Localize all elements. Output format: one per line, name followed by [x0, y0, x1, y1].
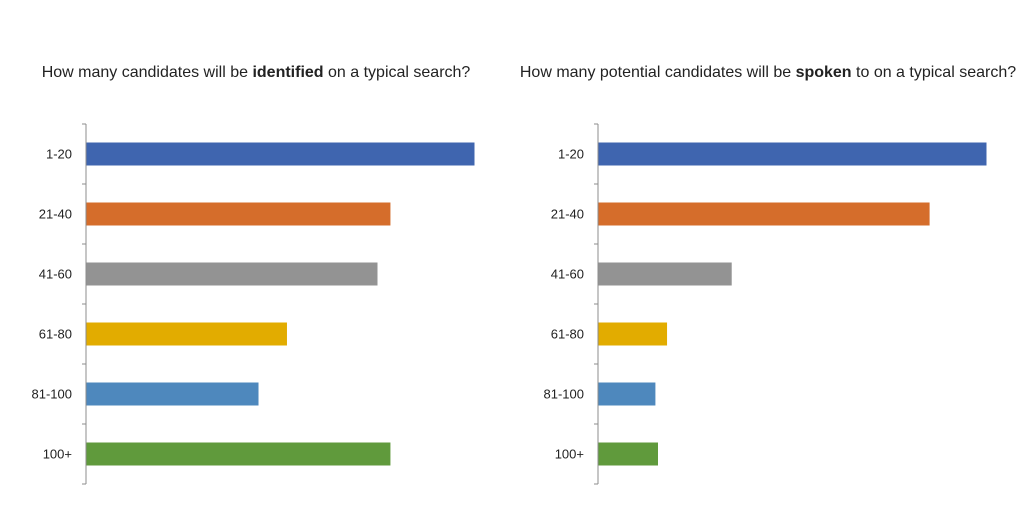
- bar-21-40: [86, 202, 391, 226]
- bar-100plus: [598, 442, 658, 466]
- bar-100plus: [86, 442, 391, 466]
- category-label: 41-60: [39, 267, 72, 282]
- chart-title: How many potential candidates will be sp…: [512, 62, 1024, 84]
- bar-81-100: [598, 382, 656, 406]
- bar-61-80: [86, 322, 287, 346]
- category-label: 21-40: [39, 207, 72, 222]
- bar-81-100: [86, 382, 259, 406]
- category-label: 81-100: [544, 387, 584, 402]
- chart-title: How many candidates will be identified o…: [0, 62, 512, 84]
- category-label: 100+: [555, 447, 584, 462]
- category-label: 100+: [43, 447, 72, 462]
- category-label: 61-80: [551, 327, 584, 342]
- title-part-before: How many candidates will be: [41, 64, 253, 81]
- bar-41-60: [86, 262, 378, 286]
- category-label: 21-40: [551, 207, 584, 222]
- bar-21-40: [598, 202, 930, 226]
- bar-1-20: [86, 142, 475, 166]
- bar-61-80: [598, 322, 668, 346]
- category-label: 41-60: [551, 267, 584, 282]
- title-part-bold: identified: [252, 64, 324, 81]
- chart-identified: How many candidates will be identified o…: [0, 62, 512, 485]
- bar-41-60: [598, 262, 732, 286]
- chart-plot: 1-20 21-40 41-60 61-80 81-100 100+: [544, 123, 987, 485]
- title-part-bold: spoken: [795, 64, 852, 81]
- title-part-after: to on a typical search?: [851, 64, 1017, 81]
- category-label: 81-100: [32, 387, 72, 402]
- bar-1-20: [598, 142, 987, 166]
- chart-spoken: How many potential candidates will be sp…: [512, 0, 1024, 517]
- category-label: 1-20: [558, 147, 584, 162]
- category-label: 1-20: [46, 147, 72, 162]
- category-label: 61-80: [39, 327, 72, 342]
- title-part-after: on a typical search?: [323, 64, 471, 81]
- chart-plot: 1-20 21-40 41-60 61-80 81-100 100+: [32, 123, 475, 485]
- title-part-before: How many potential candidates will be: [519, 64, 796, 81]
